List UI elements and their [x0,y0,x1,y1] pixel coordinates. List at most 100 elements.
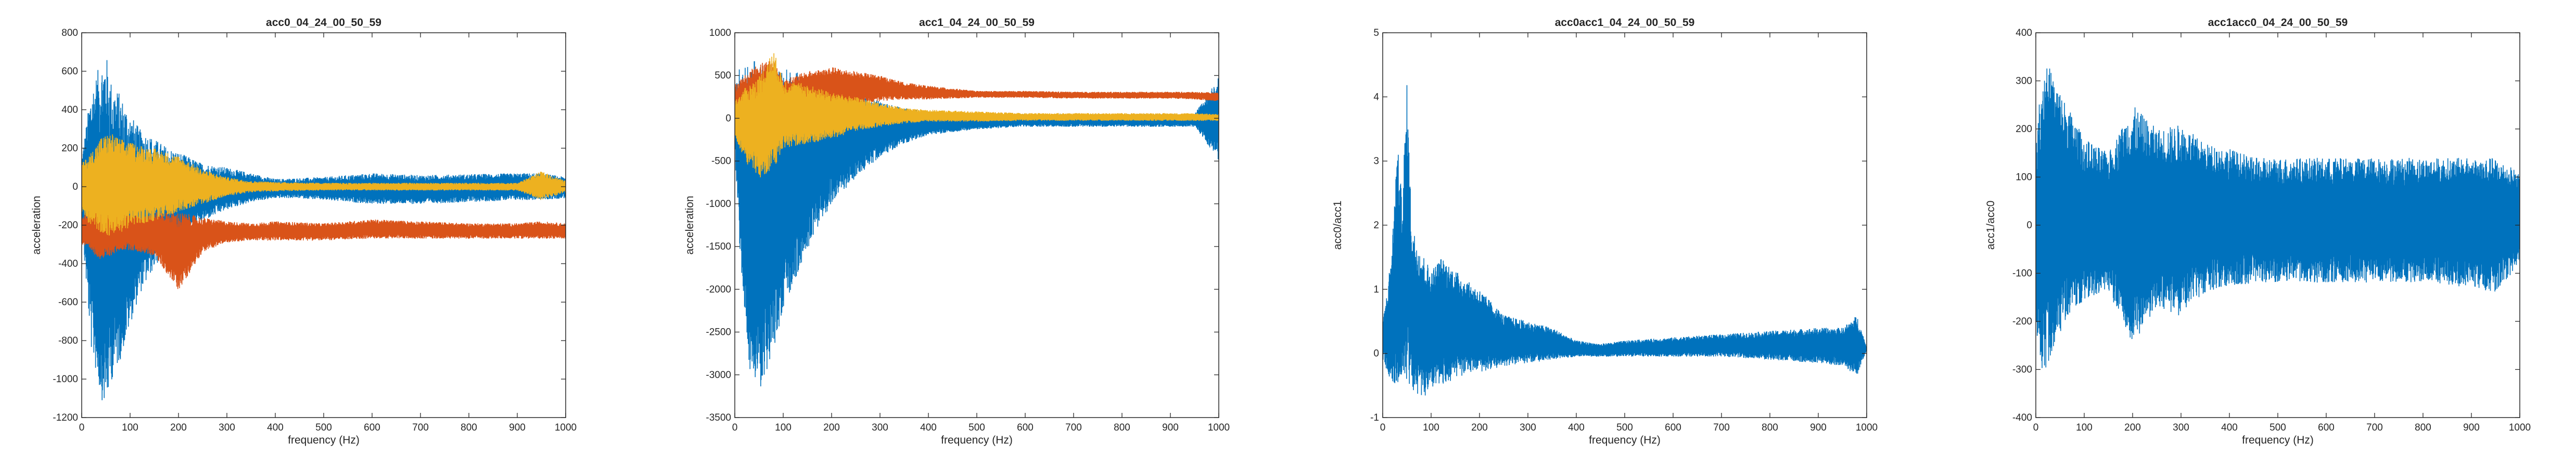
x-tick-label: 800 [2415,422,2431,433]
chart-title: acc0acc1_04_24_00_50_59 [1555,17,1695,29]
x-tick-label: 100 [775,422,792,433]
x-tick-label: 500 [2269,422,2286,433]
chart-panel-2: 0 100 200 300 400 500 600 700 800 900 1000-1012345… [1332,17,1878,446]
x-tick-label: 400 [1568,422,1585,433]
y-tick-label: -2000 [706,284,731,295]
chart-panel-0: 0 100 200 300 400 500 600 700 800 900 1000 -1200 -10… [31,17,577,446]
y-tick-label: -300 [2012,365,2032,375]
chart-title: acc0_04_24_00_50_59 [266,17,381,29]
y-tick-label: 800 [61,28,78,38]
y-tick-label: 400 [61,105,78,115]
y-axis-label: acc1/acc0 [1985,201,1997,250]
y-tick-label: 0 [1373,348,1379,359]
y-tick-label: 1 [1373,284,1379,295]
y-tick-label: -400 [2012,412,2032,423]
x-tick-label: 500 [1616,422,1633,433]
series-group [735,53,1219,387]
y-tick-label: -500 [711,156,731,167]
x-tick-label: 100 [1423,422,1439,433]
y-tick-label: 0 [72,181,78,192]
series-group [2036,68,2520,368]
y-tick-label: -600 [58,297,78,308]
series-group [1383,85,1867,396]
y-tick-label: -400 [58,258,78,269]
y-tick-label: 400 [2016,28,2032,38]
x-tick-label: 1000 [1208,422,1230,433]
x-tick-label: 200 [2124,422,2141,433]
y-tick-label: 200 [61,143,78,154]
y-tick-label: -100 [2012,268,2032,279]
y-tick-label: 5 [1373,28,1379,38]
y-tick-label: -200 [2012,316,2032,327]
x-tick-label: 100 [2076,422,2093,433]
x-tick-label: 700 [2366,422,2383,433]
x-tick-label: 1000 [1856,422,1878,433]
y-tick-label: -3500 [706,412,731,423]
y-axis-label: acceleration [684,196,696,254]
x-tick-label: 0 [732,422,738,433]
x-axis-label: frequency (Hz) [941,434,1013,446]
x-tick-label: 500 [968,422,985,433]
y-tick-label: 4 [1373,92,1379,102]
x-tick-label: 900 [1810,422,1827,433]
x-axis-label: frequency (Hz) [1589,434,1661,446]
x-tick-label: 200 [1471,422,1488,433]
x-tick-label: 400 [267,422,284,433]
y-tick-label: 0 [725,113,731,124]
x-axis-label: frequency (Hz) [2242,434,2314,446]
x-tick-label: 600 [364,422,380,433]
x-tick-label: 200 [823,422,840,433]
x-tick-label: 700 [1713,422,1730,433]
y-tick-label: 1000 [709,28,731,38]
series-1-line [82,207,566,289]
series-2-line [82,134,566,236]
y-tick-label: -800 [58,335,78,346]
x-tick-label: 100 [122,422,138,433]
x-tick-label: 900 [509,422,526,433]
y-tick-label: -1000 [53,374,78,385]
x-tick-label: 500 [315,422,332,433]
x-tick-label: 300 [1520,422,1536,433]
y-tick-label: -200 [58,220,78,231]
y-tick-label: 600 [61,66,78,77]
y-tick-label: 3 [1373,156,1379,167]
y-tick-label: -2500 [706,327,731,338]
x-tick-label: 700 [1065,422,1082,433]
y-tick-label: 300 [2016,76,2032,87]
x-tick-label: 600 [2318,422,2335,433]
x-tick-label: 0 [2033,422,2039,433]
y-tick-label: 0 [2026,220,2032,231]
x-tick-label: 600 [1017,422,1034,433]
chart-title: acc1acc0_04_24_00_50_59 [2208,17,2348,29]
y-tick-label: -1 [1370,412,1379,423]
x-tick-label: 400 [920,422,937,433]
x-axis-label: frequency (Hz) [288,434,360,446]
x-tick-label: 400 [2221,422,2238,433]
x-tick-label: 1000 [555,422,577,433]
x-tick-label: 800 [461,422,477,433]
x-tick-label: 600 [1665,422,1681,433]
x-tick-label: 900 [1162,422,1179,433]
series-0-line [1383,85,1867,396]
y-axis-label: acc0/acc1 [1332,201,1344,250]
x-tick-label: 700 [412,422,429,433]
y-tick-label: -3000 [706,370,731,381]
x-tick-label: 0 [1380,422,1386,433]
x-tick-label: 300 [872,422,888,433]
y-tick-label: 500 [715,70,731,81]
y-tick-label: 2 [1373,220,1379,231]
x-tick-label: 200 [170,422,187,433]
series-2-line [735,53,1219,178]
x-tick-label: 300 [2173,422,2189,433]
x-tick-label: 800 [1114,422,1130,433]
series-0-line [2036,68,2520,368]
series-group [82,60,566,400]
x-tick-label: 800 [1762,422,1778,433]
y-tick-label: 100 [2016,172,2032,183]
chart-panel-1: 0 100 200 300 400 500 600 700 800 900 1000 -3500 -30… [684,17,1230,446]
x-tick-label: 300 [219,422,235,433]
x-tick-label: 900 [2463,422,2480,433]
x-tick-label: 1000 [2509,422,2531,433]
y-tick-label: -1500 [706,241,731,252]
